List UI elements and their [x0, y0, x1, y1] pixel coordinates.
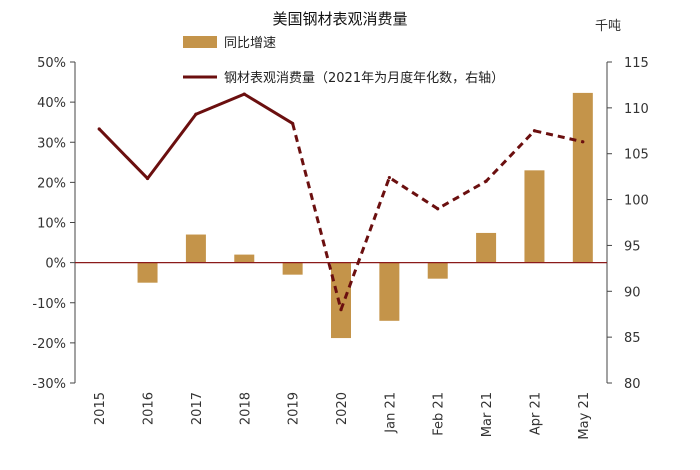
line-point-jan-21 — [387, 175, 391, 180]
left-axis-tick-label: -10% — [32, 297, 66, 312]
bar-feb-21 — [427, 262, 448, 279]
line-series-solid — [98, 92, 294, 180]
line-point-may-21 — [581, 140, 585, 144]
bar-mar-21 — [476, 232, 497, 263]
x-axis-tick-label: Mar 21 — [480, 392, 495, 437]
bar-apr-21 — [524, 170, 545, 263]
line-point-2017 — [194, 112, 198, 116]
right-axis-tick-label: 115 — [624, 56, 649, 71]
x-axis-tick-label: Feb 21 — [432, 392, 447, 436]
bar-2020 — [331, 262, 351, 339]
right-axis-tick-label: 80 — [624, 377, 641, 392]
bar-2019 — [282, 262, 303, 275]
bar-may-21 — [572, 92, 593, 263]
x-axis-tick-label: Apr 21 — [528, 392, 543, 435]
line-point-2019 — [291, 121, 295, 126]
bar-2017 — [185, 234, 206, 263]
right-axis-tick-label: 105 — [624, 148, 649, 163]
left-axis-tick-label: -20% — [32, 337, 66, 352]
x-axis-tick-label: May 21 — [577, 392, 592, 440]
x-axis-tick-label: 2018 — [238, 392, 253, 425]
legend: 同比增速 钢材表观消费量（2021年为月度年化数，右轴） — [183, 36, 504, 86]
right-axis-tick-label: 110 — [624, 102, 649, 117]
left-axis-tick-label: 10% — [37, 217, 66, 232]
right-axis-tick-label: 95 — [624, 239, 641, 254]
line-point-2016 — [145, 176, 150, 181]
right-axis-tick-label: 85 — [624, 331, 641, 346]
line-point-mar-21 — [484, 179, 488, 183]
left-axis-tick-label: 40% — [37, 96, 66, 111]
bar-2018 — [234, 254, 255, 263]
line-point-2015 — [97, 127, 101, 131]
x-axis-tick-label: 2016 — [142, 392, 157, 425]
chart-title: 美国钢材表观消费量 — [272, 10, 407, 28]
left-axis-tick-label: 0% — [45, 257, 66, 272]
right-axis: 80 85 90 95 100 105 110 115 — [606, 56, 649, 392]
left-axis-tick-label: 50% — [37, 56, 66, 71]
x-axis: 2015 2016 2017 2018 2019 2020 Jan 21 Feb 21 Mar … — [93, 392, 592, 440]
bar-jan-21 — [379, 262, 400, 321]
line-point-feb-21 — [436, 207, 440, 211]
x-axis-tick-label: 2019 — [287, 392, 302, 425]
legend-bar-swatch — [183, 36, 217, 48]
line-point-2018 — [242, 92, 246, 96]
x-axis-tick-label: Jan 21 — [383, 392, 398, 434]
right-axis-tick-label: 90 — [624, 285, 641, 300]
right-axis-unit: 千吨 — [595, 19, 621, 34]
left-axis-tick-label: 30% — [37, 136, 66, 151]
line-series — [97, 92, 585, 312]
bars — [137, 92, 593, 339]
right-axis-tick-label: 100 — [624, 194, 649, 209]
x-axis-tick-label: 2017 — [190, 392, 205, 425]
line-point-apr-21 — [532, 129, 537, 133]
legend-line-label: 钢材表观消费量（2021年为月度年化数，右轴） — [224, 70, 504, 86]
line-point-2020 — [339, 308, 343, 312]
x-axis-tick-label: 2015 — [93, 392, 108, 425]
x-axis-tick-label: 2020 — [335, 392, 350, 425]
left-axis: -30% -20% -10% 0% 10% 20% 30% 40% 50% — [32, 56, 76, 392]
bar-2016 — [137, 262, 158, 283]
legend-bar-label: 同比增速 — [224, 36, 276, 51]
left-axis-tick-label: -30% — [32, 377, 66, 392]
left-axis-tick-label: 20% — [37, 176, 66, 191]
